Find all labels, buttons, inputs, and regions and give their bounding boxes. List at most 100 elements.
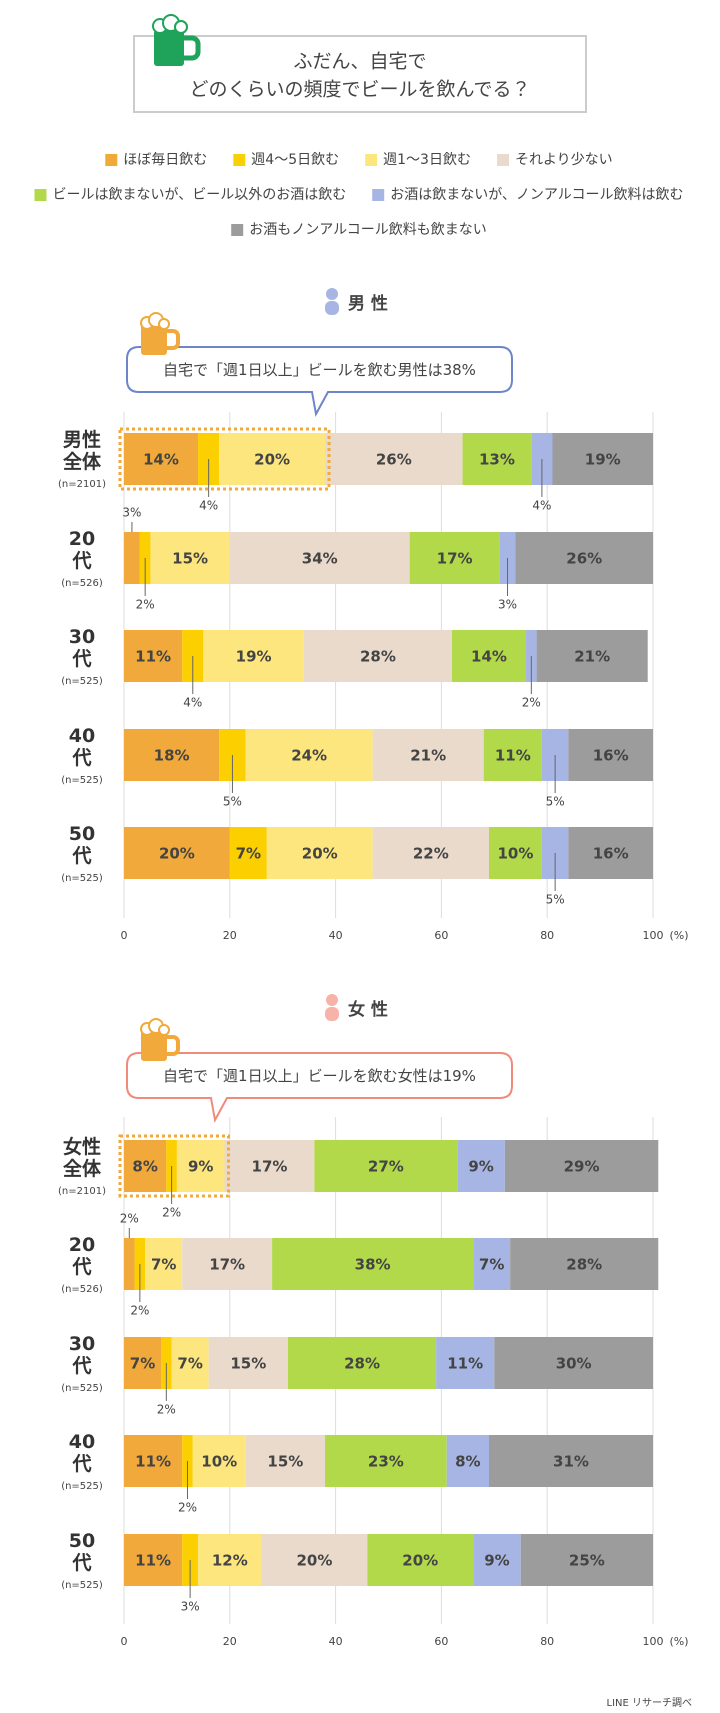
x-tick-label: 0 bbox=[121, 929, 128, 942]
bar-segment bbox=[229, 532, 410, 584]
value-label: 10% bbox=[201, 1453, 237, 1471]
bar-segment bbox=[314, 1140, 458, 1192]
category-label-box: 30代 bbox=[69, 626, 95, 670]
bar-segment bbox=[483, 729, 542, 781]
beer-icon bbox=[167, 1035, 180, 1056]
legend-swatch bbox=[365, 154, 378, 166]
value-label: 20% bbox=[159, 845, 195, 863]
value-label: 10% bbox=[498, 845, 534, 863]
bar-segment bbox=[124, 433, 199, 485]
value-label: 11% bbox=[135, 1552, 171, 1570]
bar-segment bbox=[446, 1435, 490, 1487]
category-label-box: 20代 bbox=[68, 1234, 96, 1278]
category-label-box: 40代 bbox=[69, 1431, 95, 1475]
sample-size: (n=525) bbox=[61, 1580, 103, 1591]
sample-size: (n=525) bbox=[61, 873, 103, 884]
bar-segment bbox=[325, 433, 463, 485]
value-label: 7% bbox=[130, 1355, 155, 1373]
value-label: 9% bbox=[468, 1158, 493, 1176]
bar-segment bbox=[451, 630, 527, 682]
value-label: 26% bbox=[566, 550, 602, 568]
beer-icon bbox=[158, 318, 170, 330]
value-label: 9% bbox=[484, 1552, 509, 1570]
value-label: 14% bbox=[143, 451, 179, 469]
value-label: 5% bbox=[223, 795, 242, 809]
title-line: どのくらいの頻度でビールを飲んでる？ bbox=[189, 79, 530, 101]
source: LINE リサーチ調べ bbox=[607, 1697, 693, 1709]
sample-size: (n=526) bbox=[61, 578, 103, 589]
value-label: 11% bbox=[135, 648, 171, 666]
category-label-box: 男性全体 bbox=[63, 429, 101, 473]
bar-segment bbox=[224, 1140, 315, 1192]
callout-text: 自宅で「週1日以上」ビールを飲む女性は19% bbox=[163, 1067, 476, 1085]
value-label: 13% bbox=[479, 451, 515, 469]
highlight-box bbox=[118, 1134, 231, 1198]
value-label: 15% bbox=[230, 1355, 266, 1373]
title-line: ふだん、自宅で bbox=[293, 51, 426, 73]
highlight-box bbox=[118, 427, 331, 491]
x-unit: (%) bbox=[669, 1635, 688, 1648]
category-label: 20代 bbox=[68, 1234, 96, 1278]
bar-segment bbox=[124, 1140, 167, 1192]
callout-box bbox=[126, 346, 513, 417]
legend-item: お酒もノンアルコール飲料も飲まない bbox=[231, 222, 487, 238]
x-tick-label: 40 bbox=[329, 1635, 343, 1648]
section-heading: 女 性 bbox=[348, 999, 388, 1020]
legend-swatch bbox=[496, 154, 509, 166]
legend-label: お酒は飲まないが、ノンアルコール飲料は飲む bbox=[390, 187, 683, 203]
bar-segment bbox=[219, 433, 326, 485]
x-tick-label: 20 bbox=[223, 1635, 237, 1648]
category-label-box: 女性全体 bbox=[63, 1136, 101, 1180]
bar-segment bbox=[176, 1140, 225, 1192]
legend-swatch bbox=[34, 189, 47, 201]
person-icon bbox=[326, 994, 338, 1006]
x-tick-label: 100 bbox=[643, 1635, 664, 1648]
value-label: 4% bbox=[532, 499, 551, 513]
value-label: 24% bbox=[291, 747, 327, 765]
bar-segment bbox=[536, 630, 648, 682]
value-label: 20% bbox=[302, 845, 338, 863]
beer-icon bbox=[158, 1024, 170, 1036]
value-label: 7% bbox=[479, 1256, 504, 1274]
value-label: 7% bbox=[177, 1355, 202, 1373]
legend-label: 週1〜3日飲む bbox=[383, 152, 471, 168]
callout-text: 自宅で「週1日以上」ビールを飲む男性は38% bbox=[163, 361, 476, 379]
bar-segment bbox=[409, 532, 500, 584]
category-label-box: 50代 bbox=[68, 1530, 96, 1574]
bar-segment bbox=[124, 827, 230, 879]
bar-segment bbox=[203, 630, 304, 682]
value-label: 31% bbox=[553, 1453, 589, 1471]
value-label: 7% bbox=[236, 845, 261, 863]
bar-segment bbox=[124, 532, 140, 584]
sample-size: (n=526) bbox=[61, 1284, 103, 1295]
bar-segment bbox=[436, 1337, 495, 1389]
sample-size: (n=525) bbox=[61, 1383, 103, 1394]
value-label: 20% bbox=[296, 1552, 332, 1570]
value-label: 2% bbox=[136, 598, 155, 612]
x-tick-label: 80 bbox=[540, 929, 554, 942]
bar-segment bbox=[504, 1140, 659, 1192]
bar-segment bbox=[124, 1238, 135, 1290]
x-tick-label: 60 bbox=[434, 1635, 448, 1648]
legend-item: お酒は飲まないが、ノンアルコール飲料は飲む bbox=[372, 187, 684, 203]
value-label: 4% bbox=[183, 696, 202, 710]
bar-segment bbox=[145, 1238, 183, 1290]
bar-segment bbox=[489, 1435, 653, 1487]
category-label-box: 50代 bbox=[69, 823, 95, 867]
value-label: 34% bbox=[302, 550, 338, 568]
legend-item: ビールは飲まないが、ビール以外のお酒は飲む bbox=[34, 187, 346, 203]
value-label: 8% bbox=[455, 1453, 480, 1471]
bar-segment bbox=[287, 1337, 437, 1389]
bar-segment bbox=[229, 827, 267, 879]
value-label: 3% bbox=[181, 1600, 200, 1614]
category-label: 50代 bbox=[68, 1530, 96, 1574]
value-label: 15% bbox=[172, 550, 208, 568]
bar-segment bbox=[457, 1140, 505, 1192]
callout-box bbox=[126, 1052, 513, 1123]
value-label: 28% bbox=[566, 1256, 602, 1274]
x-tick-label: 60 bbox=[434, 929, 448, 942]
value-label: 23% bbox=[368, 1453, 404, 1471]
value-label: 28% bbox=[344, 1355, 380, 1373]
value-label: 17% bbox=[209, 1256, 245, 1274]
